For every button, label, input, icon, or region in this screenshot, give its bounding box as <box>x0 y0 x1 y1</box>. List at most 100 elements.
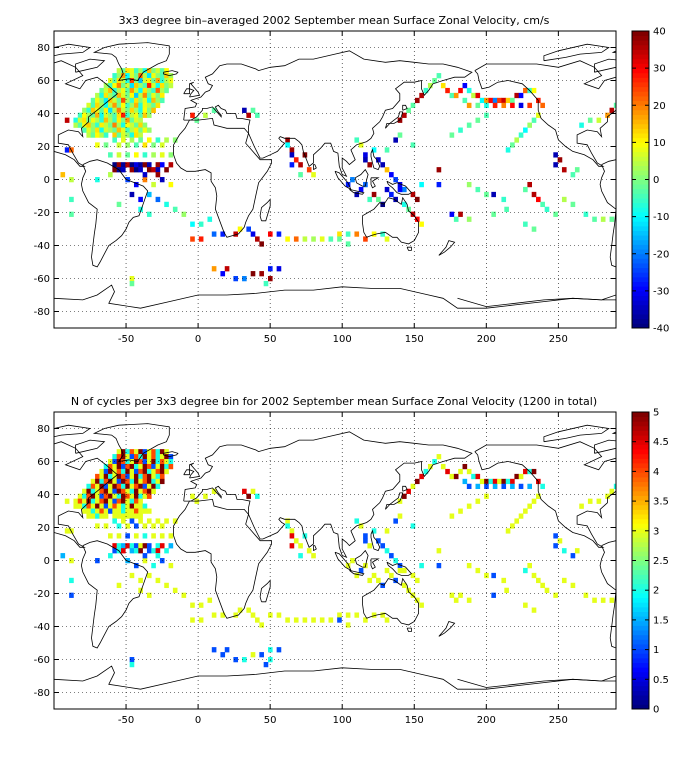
cycles-cell <box>600 597 606 603</box>
cycles-cell <box>587 498 593 504</box>
velocity-cell <box>95 122 100 128</box>
velocity-cell <box>121 82 126 89</box>
cycles-cell <box>293 617 299 623</box>
colorbar-swatch <box>632 142 649 148</box>
velocity-cell <box>82 107 87 113</box>
cycles-cell <box>125 478 130 485</box>
velocity-cell <box>138 162 143 168</box>
colorbar-swatch <box>632 54 649 60</box>
colorbar-swatch <box>632 267 649 273</box>
cycles-cell <box>146 548 152 554</box>
colorbar-swatch <box>632 606 649 612</box>
velocity-cell <box>484 102 489 109</box>
colorbar-swatch <box>632 695 649 701</box>
cycles-cell <box>133 508 139 514</box>
velocity-cell <box>527 102 532 109</box>
velocity-cell <box>142 162 148 168</box>
cycles-cell <box>86 488 92 494</box>
cycles-cell <box>419 473 424 480</box>
velocity-cell <box>518 132 524 138</box>
cycles-cell <box>151 523 156 529</box>
cycles-cell <box>77 498 83 504</box>
cycles-cell <box>276 612 282 618</box>
velocity-cell <box>376 157 381 163</box>
cycles-cell <box>484 572 489 579</box>
velocity-cell <box>410 191 416 198</box>
cycles-cell <box>414 478 420 485</box>
velocity-cell <box>505 147 511 153</box>
cycles-cell <box>129 449 135 455</box>
velocity-cell <box>151 167 156 173</box>
colorbar-swatch <box>632 551 649 557</box>
colorbar-swatch <box>632 560 649 566</box>
velocity-cell <box>129 280 135 287</box>
velocity-cell <box>384 186 390 193</box>
coastline <box>386 180 413 195</box>
cycles-grid <box>54 412 616 709</box>
cycles-cell <box>155 483 161 490</box>
velocity-cell <box>73 117 79 123</box>
velocity-cell <box>142 112 148 118</box>
velocity-cell <box>423 87 429 94</box>
velocity-cell <box>510 97 515 104</box>
velocity-cell <box>380 162 386 168</box>
velocity-cell <box>121 73 126 79</box>
colorbar-swatch <box>632 504 649 510</box>
cycles-cell <box>95 483 100 490</box>
cycles-cell <box>497 478 502 485</box>
cycles-colorbar-tick-label: 3 <box>653 526 659 537</box>
cycles-colorbar-tick-label: 4.5 <box>653 437 669 448</box>
cycles-cell <box>138 518 143 524</box>
cycles-cell <box>103 503 109 509</box>
velocity-cell <box>354 137 360 143</box>
velocity-cell <box>129 112 135 118</box>
cycles-cell <box>155 449 161 455</box>
velocity-cell <box>133 152 139 158</box>
velocity-cell <box>129 137 135 143</box>
colorbar-swatch <box>632 202 649 208</box>
cycles-cell <box>345 612 351 618</box>
cycles-cell <box>536 577 541 584</box>
cycles-cell <box>592 597 597 603</box>
cycles-cell <box>164 454 169 460</box>
cycles-x-tick-label: 100 <box>333 715 352 726</box>
coastline <box>75 58 106 73</box>
velocity-cell <box>458 211 463 217</box>
cycles-cell <box>103 468 109 475</box>
cycles-cell <box>164 518 169 524</box>
velocity-cell <box>146 78 152 84</box>
velocity-cell <box>345 241 351 247</box>
velocity-cell <box>393 196 398 203</box>
cycles-cell <box>138 543 143 549</box>
velocity-cell <box>133 181 139 188</box>
coastline <box>54 665 616 690</box>
velocity-cell <box>527 181 532 188</box>
velocity-cell <box>99 107 105 113</box>
velocity-cell <box>146 87 152 94</box>
cycles-cell <box>103 478 109 485</box>
velocity-cell <box>138 97 143 104</box>
velocity-cell <box>129 276 135 282</box>
colorbar-swatch <box>632 644 649 650</box>
velocity-cell <box>99 87 105 94</box>
cycles-cell <box>142 468 148 475</box>
velocity-cell <box>419 92 424 99</box>
coastline <box>163 70 179 77</box>
cycles-cell <box>108 468 113 475</box>
velocity-cell <box>142 142 148 148</box>
colorbar-swatch <box>632 72 649 78</box>
cycles-colorbar-tick-label: 4 <box>653 467 659 478</box>
velocity-cell <box>527 122 532 128</box>
cycles-cell <box>242 657 247 663</box>
velocity-cell <box>298 162 303 168</box>
velocity-cell <box>458 87 463 94</box>
velocity-cell <box>164 201 169 208</box>
velocity-cell <box>112 82 117 89</box>
cycles-cell <box>108 508 113 514</box>
velocity-cell <box>129 92 135 99</box>
velocity-cell <box>138 196 143 203</box>
velocity-cell <box>427 82 433 89</box>
cycles-cell <box>449 473 455 480</box>
cycles-cell <box>125 468 130 475</box>
coastline <box>183 469 190 476</box>
